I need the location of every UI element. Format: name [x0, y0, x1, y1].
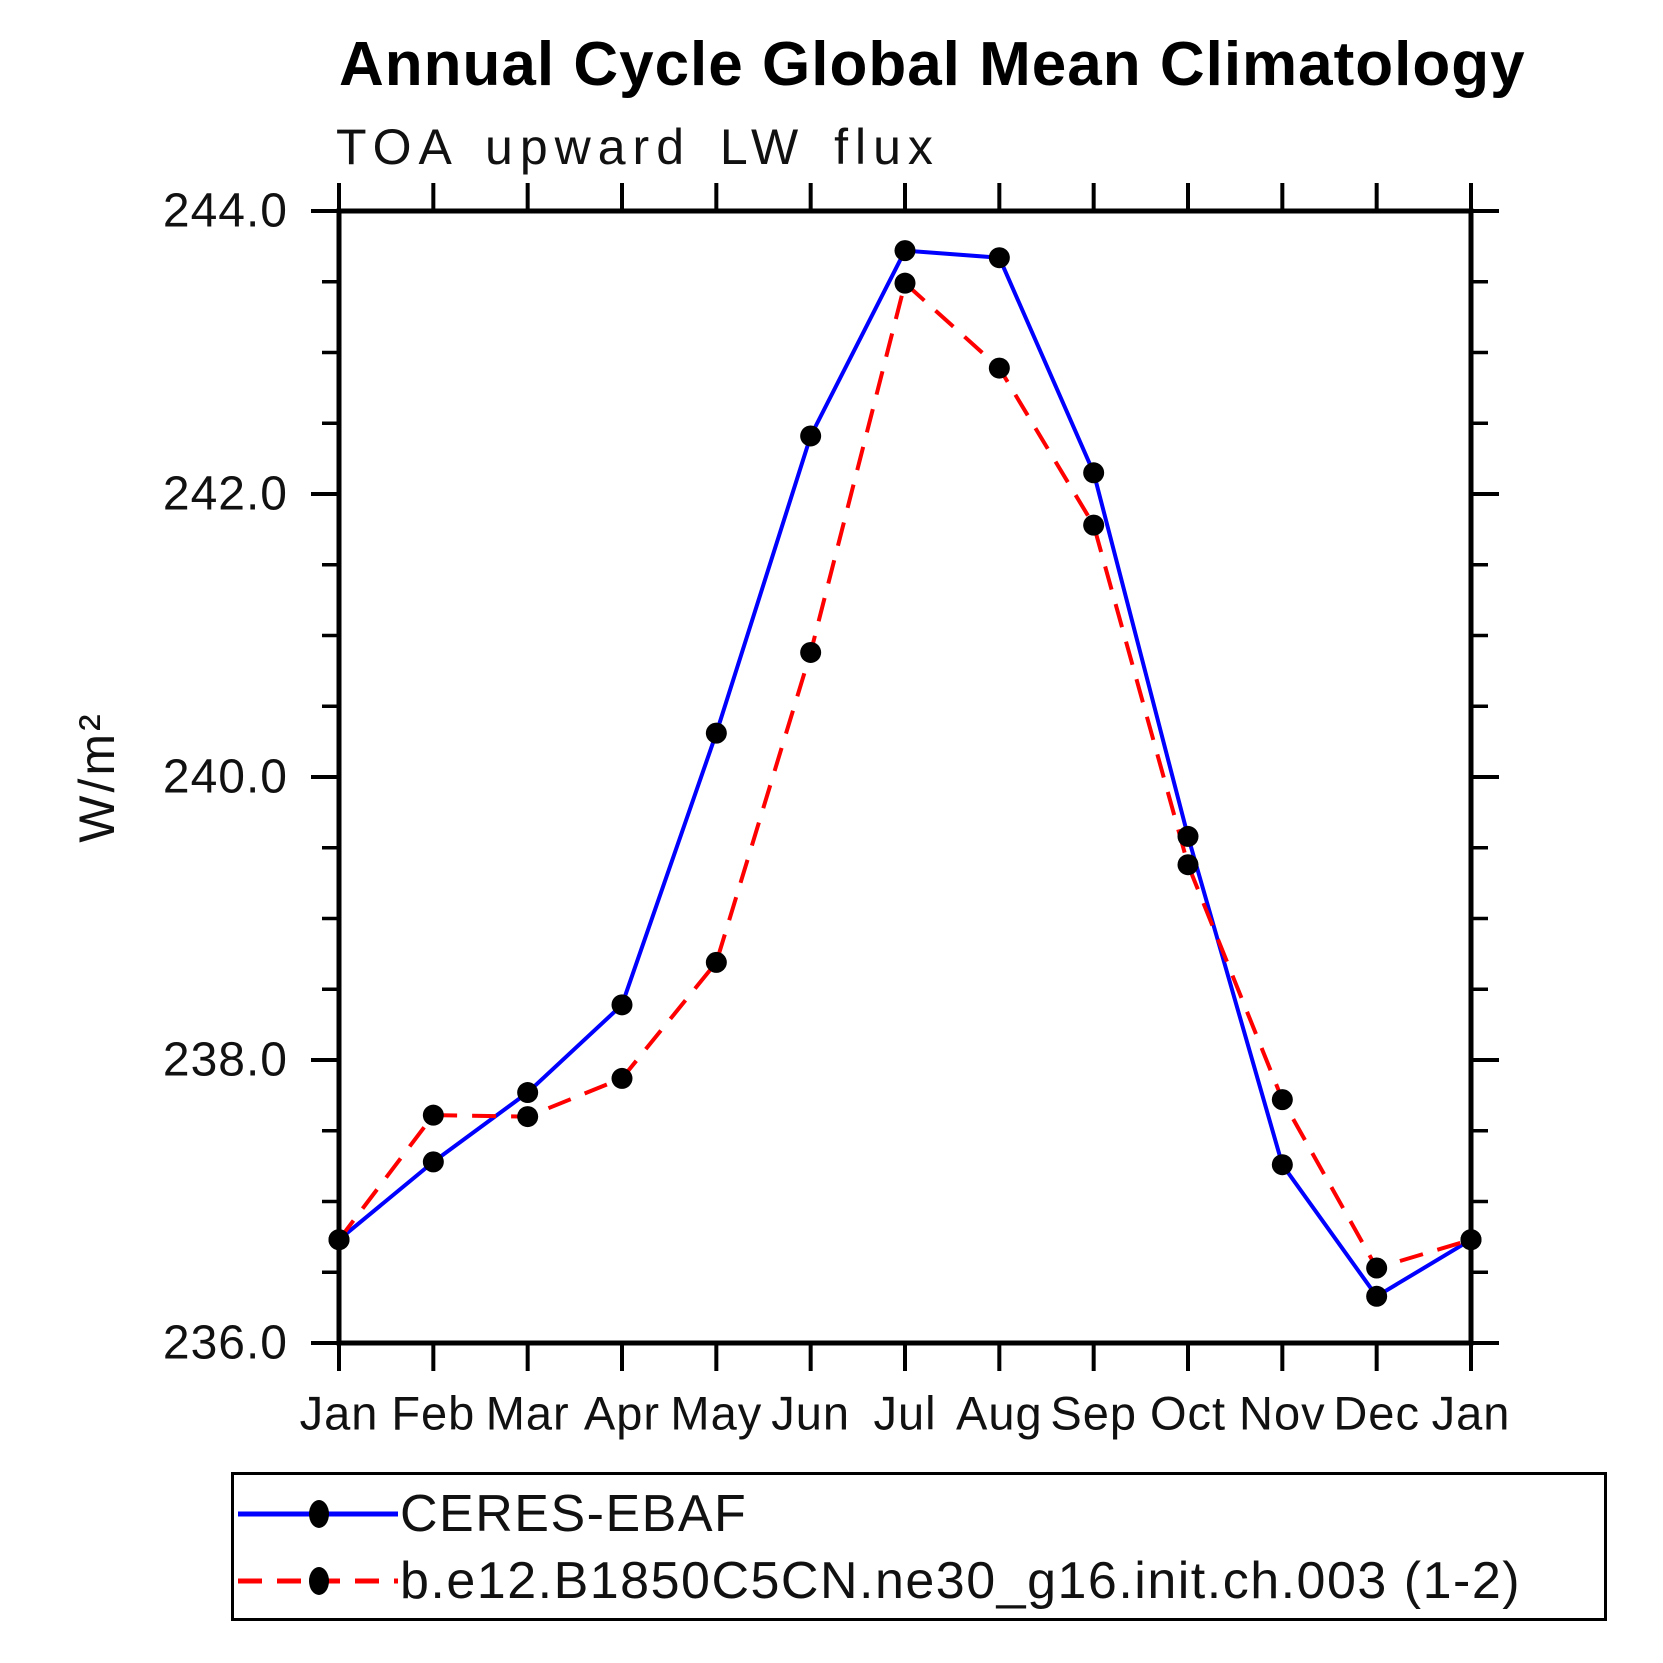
data-point-series-1	[1083, 514, 1105, 536]
legend-box: CERES-EBAF b.e12.B1850C5CN.ne30_g16.init.…	[231, 1472, 1607, 1621]
data-point-series-0	[1177, 825, 1199, 847]
x-tick-label: Aug	[956, 1387, 1043, 1440]
data-point-series-0	[705, 722, 727, 744]
x-tick-label: Jun	[771, 1387, 850, 1440]
x-tick-label: Mar	[486, 1387, 570, 1440]
data-point-series-1	[988, 357, 1010, 379]
legend-label: b.e12.B1850C5CN.ne30_g16.init.ch.003 (1-…	[400, 1552, 1522, 1610]
legend-row: CERES-EBAF	[238, 1484, 747, 1544]
data-point-series-0	[894, 240, 916, 262]
legend-line-sample	[238, 1500, 398, 1528]
data-point-series-1	[517, 1106, 539, 1128]
data-point-series-0	[1083, 462, 1105, 484]
data-point-series-1	[1460, 1229, 1482, 1251]
x-tick-label: Sep	[1050, 1387, 1137, 1440]
data-point-series-0	[517, 1082, 539, 1104]
legend-line-sample	[238, 1567, 398, 1595]
data-point-series-1	[422, 1104, 444, 1126]
data-point-series-1	[328, 1229, 350, 1251]
data-point-series-1	[800, 641, 822, 663]
x-tick-label: Dec	[1333, 1387, 1420, 1440]
x-tick-label: May	[670, 1387, 762, 1440]
y-tick-label: 244.0	[163, 185, 288, 238]
x-tick-label: Oct	[1150, 1387, 1226, 1440]
series-line-0	[337, 248, 1473, 1299]
data-point-series-1	[611, 1067, 633, 1089]
legend-marker-dot	[309, 1567, 329, 1595]
series-line-1	[337, 281, 1472, 1271]
data-point-series-0	[1271, 1154, 1293, 1176]
x-tick-label: Feb	[391, 1387, 475, 1440]
y-tick-label: 236.0	[163, 1317, 288, 1370]
legend-label: CERES-EBAF	[400, 1485, 748, 1543]
data-point-series-1	[1366, 1257, 1388, 1279]
data-point-series-1	[705, 951, 727, 973]
x-tick-label: Nov	[1239, 1387, 1326, 1440]
data-point-series-0	[611, 994, 633, 1016]
x-tick-label: Jul	[873, 1387, 936, 1440]
x-tick-label: Jan	[1432, 1387, 1511, 1440]
x-tick-label: Apr	[584, 1387, 660, 1440]
data-point-series-0	[988, 247, 1010, 269]
y-tick-label: 242.0	[163, 468, 288, 521]
legend-row: b.e12.B1850C5CN.ne30_g16.init.ch.003 (1-…	[238, 1551, 1521, 1611]
data-point-series-1	[894, 272, 916, 294]
data-point-series-0	[800, 425, 822, 447]
y-tick-label: 238.0	[163, 1034, 288, 1087]
y-tick-label: 240.0	[163, 751, 288, 804]
data-point-series-0	[1366, 1285, 1388, 1307]
plot-frame	[336, 208, 1474, 1346]
data-point-series-1	[1177, 854, 1199, 876]
x-tick-label: Jan	[300, 1387, 379, 1440]
data-point-series-0	[422, 1151, 444, 1173]
data-point-series-1	[1271, 1089, 1293, 1111]
chart-subtitle: TOA upward LW flux	[336, 119, 940, 175]
legend-marker-dot	[309, 1500, 329, 1528]
chart-title: Annual Cycle Global Mean Climatology	[339, 30, 1526, 99]
